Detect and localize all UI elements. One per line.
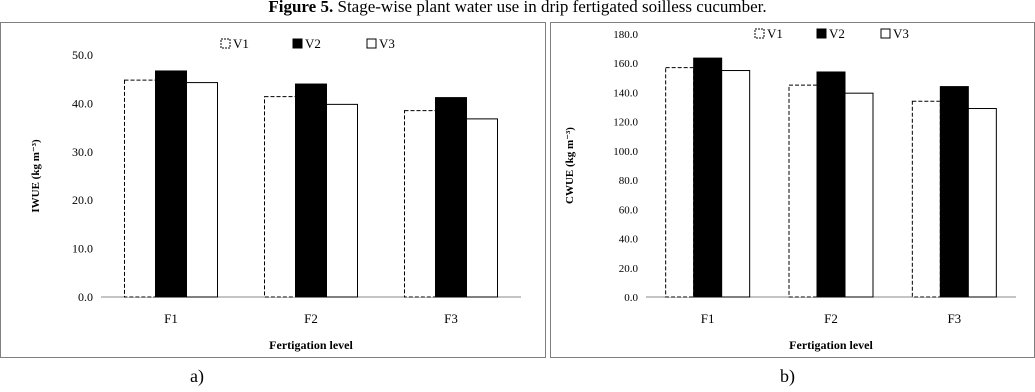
bar-v3-f1: [721, 70, 751, 298]
category-label: F2: [304, 311, 318, 326]
bar-v1-f1: [124, 79, 156, 298]
category-label: F3: [444, 311, 458, 326]
bar-v2-f1: [155, 70, 187, 298]
y-tick-label: 60.0: [619, 204, 639, 216]
legend-label: V3: [893, 26, 909, 41]
y-axis-label: IWUE (kg m⁻³): [30, 139, 42, 213]
bar-v2-f3: [939, 86, 969, 298]
y-tick-label: 40.0: [619, 234, 639, 246]
y-axis-label: CWUE (kg m⁻³): [564, 127, 576, 204]
y-tick-label: 140.0: [613, 87, 638, 99]
legend-label: V1: [233, 36, 249, 51]
bar-v3-f3: [466, 118, 498, 298]
bar-v2-f3: [435, 97, 467, 298]
chart-panel-b: 0.0 20.0 40.0 60.0 80.0 100.0 120.0 140.0 160.0 1…: [550, 22, 1035, 358]
bar-v1-f2: [788, 84, 818, 298]
y-tick-label: 20.0: [72, 193, 93, 207]
y-tick-label: 20.0: [619, 263, 639, 275]
legend-label: V1: [767, 26, 783, 41]
figure-caption: Figure 5. Stage-wise plant water use in …: [0, 0, 1035, 22]
category-label: F3: [947, 311, 961, 326]
y-tick-label: 160.0: [613, 58, 638, 70]
bar-v2-f2: [295, 83, 327, 298]
x-axis-label: Fertigation level: [269, 338, 353, 352]
bar-v3-f3: [967, 108, 997, 298]
y-tick-label: 0.0: [624, 292, 638, 304]
legend-label: V2: [305, 36, 321, 51]
y-tick-label: 50.0: [72, 48, 93, 62]
y-tick-label: 120.0: [613, 117, 638, 129]
bar-v1-f2: [264, 96, 296, 298]
bar-v1-f1: [665, 67, 695, 298]
x-axis-label: Fertigation level: [789, 338, 873, 352]
bar-v2-f1: [693, 57, 723, 298]
legend-label: V2: [829, 26, 845, 41]
y-tick-label: 40.0: [72, 96, 93, 110]
bar-v3-f2: [844, 92, 874, 298]
y-tick-label: 0.0: [78, 290, 93, 304]
y-tick-label: 180.0: [613, 29, 638, 41]
legend-label: V3: [379, 36, 395, 51]
y-tick-label: 100.0: [613, 146, 638, 158]
bar-v3-f2: [326, 103, 358, 298]
figure-number: Figure 5.: [268, 0, 334, 16]
y-tick-label: 30.0: [72, 145, 93, 159]
chart-a-svg: 0.0 10.0 20.0 30.0 40.0 50.0 IWUE (kg m⁻³) F1 F2…: [30, 36, 521, 352]
bar-v1-f3: [404, 110, 436, 298]
legend-swatch-v1: [220, 38, 231, 49]
y-tick-label: 10.0: [72, 242, 93, 256]
chart-panel-a: 0.0 10.0 20.0 30.0 40.0 50.0 IWUE (kg m⁻³) F1 F2…: [0, 22, 546, 358]
bar-v3-f1: [186, 82, 218, 298]
figure-caption-text: Stage-wise plant water use in drip ferti…: [333, 0, 767, 16]
legend-swatch-v2: [816, 28, 827, 39]
category-label: F2: [824, 311, 838, 326]
panel-label-a: a): [190, 366, 204, 386]
bar-v1-f3: [911, 100, 941, 298]
legend-swatch-v3: [366, 38, 377, 49]
category-label: F1: [701, 311, 715, 326]
y-tick-label: 80.0: [619, 175, 639, 187]
legend-swatch-v3: [880, 28, 891, 39]
chart-b-svg: 0.0 20.0 40.0 60.0 80.0 100.0 120.0 140.0 160.0 1…: [564, 26, 1016, 352]
legend-swatch-v1: [754, 28, 765, 39]
legend-swatch-v2: [292, 38, 303, 49]
category-label: F1: [164, 311, 178, 326]
panel-label-b: b): [780, 366, 795, 386]
bar-v2-f2: [816, 71, 846, 298]
